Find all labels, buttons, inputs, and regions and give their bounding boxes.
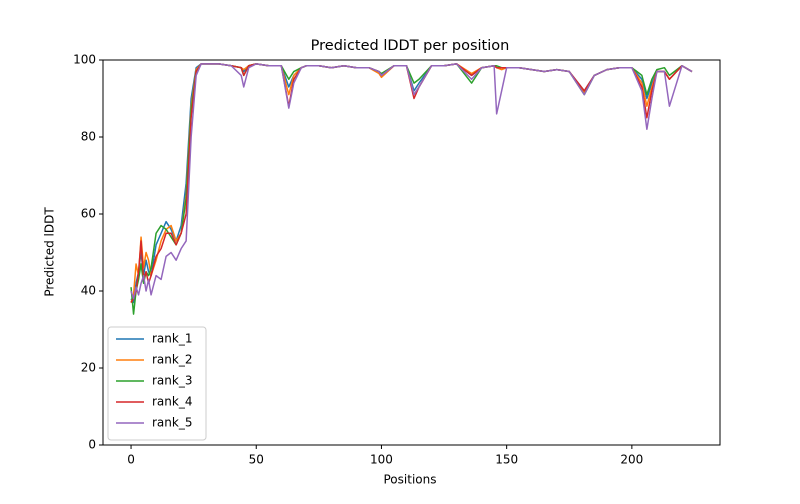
legend-box xyxy=(107,326,207,441)
x-tick-label: 150 xyxy=(495,453,518,467)
y-tick-label: 40 xyxy=(81,284,96,298)
legend-label: rank_2 xyxy=(152,353,192,367)
y-tick-label: 60 xyxy=(81,207,96,221)
y-tick-label: 100 xyxy=(73,53,96,67)
plot-frame xyxy=(102,59,721,446)
legend-label: rank_4 xyxy=(152,395,192,409)
x-axis-label: Positions xyxy=(384,473,437,487)
x-tick-label: 100 xyxy=(370,453,393,467)
x-tick-label: 50 xyxy=(249,453,264,467)
legend-label: rank_1 xyxy=(152,332,192,346)
chart-title: Predicted lDDT per position xyxy=(311,38,510,54)
y-axis-label: Predicted lDDT xyxy=(43,207,57,297)
x-tick-label: 200 xyxy=(620,453,643,467)
y-tick-label: 20 xyxy=(81,361,96,375)
y-tick-label: 0 xyxy=(88,438,96,452)
x-tick-label: 0 xyxy=(127,453,135,467)
legend-label: rank_3 xyxy=(152,374,192,388)
legend-label: rank_5 xyxy=(152,416,192,430)
y-tick-label: 80 xyxy=(81,130,96,144)
series-line xyxy=(130,63,693,300)
